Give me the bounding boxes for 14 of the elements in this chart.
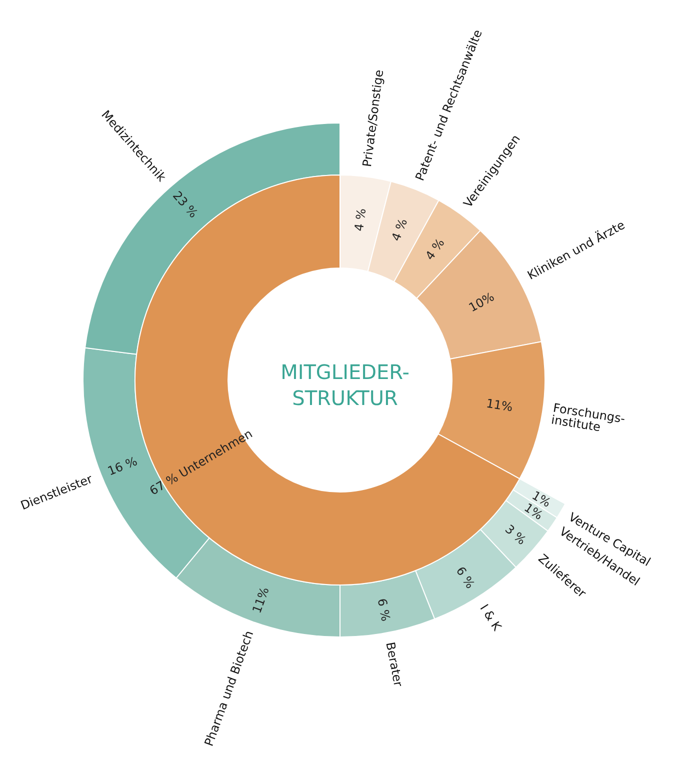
data-label: 4 % bbox=[388, 216, 410, 244]
data-label: 11% bbox=[250, 585, 272, 616]
slice-label: Berater bbox=[383, 640, 406, 688]
data-label: 4 % bbox=[352, 208, 369, 232]
text: MITGLIEDER- STRUKTUR bbox=[280, 360, 410, 410]
data-label: 10% bbox=[466, 290, 497, 315]
data-label: 23 % bbox=[170, 188, 201, 221]
data-label: 4 % bbox=[422, 236, 448, 263]
data-label: 11% bbox=[485, 396, 514, 414]
data-label: 16 % bbox=[106, 454, 140, 478]
data-label: 6 % bbox=[453, 564, 478, 591]
data-label: 6 % bbox=[374, 597, 393, 622]
data-label: 3 % bbox=[502, 522, 529, 548]
slice-label: I & K bbox=[477, 602, 505, 634]
